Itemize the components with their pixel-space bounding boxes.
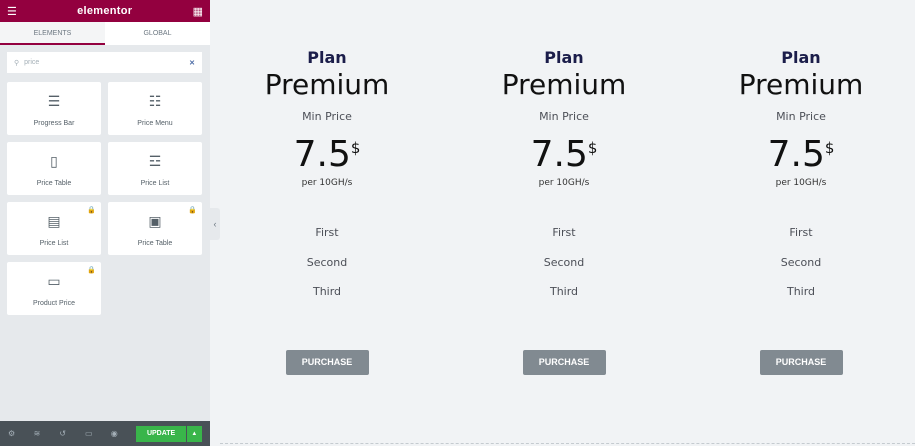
plan-label: Plan: [307, 48, 347, 67]
widget-price-menu[interactable]: ☷ Price Menu: [108, 82, 202, 135]
widget-product-price[interactable]: ▭ Product Price 🔒: [7, 262, 101, 315]
history-icon[interactable]: ↺: [59, 429, 67, 438]
price-period: per 10GH/s: [301, 178, 353, 188]
feature-item: Third: [786, 285, 816, 298]
widget-icon: ▣: [148, 213, 162, 229]
lock-icon: 🔒: [87, 267, 96, 274]
widget-label: Price Menu: [137, 120, 173, 127]
plan-label: Plan: [544, 48, 584, 67]
widget-icon: ☷: [148, 93, 162, 109]
widget-price-list[interactable]: ☲ Price List: [108, 142, 202, 195]
price-subtitle: Min Price: [776, 110, 826, 123]
widget-icon: ▯: [50, 153, 58, 169]
feature-item: First: [552, 226, 576, 239]
widget-label: Progress Bar: [33, 120, 75, 127]
feature-item: Second: [306, 255, 348, 269]
widget-label: Product Price: [32, 300, 76, 307]
widget-progress-bar[interactable]: ☰ Progress Bar: [7, 82, 101, 135]
price-value: 7.5: [767, 134, 825, 175]
panel-header: ☰ elementor ▦: [0, 0, 210, 22]
price-period: per 10GH/s: [538, 178, 590, 188]
price: 7.5$: [227, 134, 427, 176]
price: 7.5$: [701, 134, 901, 176]
collapse-panel-button[interactable]: ‹: [210, 208, 220, 240]
search-input[interactable]: ⚲ price ✕: [7, 52, 202, 73]
price-subtitle: Min Price: [302, 110, 352, 123]
purchase-button[interactable]: PURCHASE: [759, 349, 843, 375]
feature-item: Second: [780, 255, 822, 269]
plan-label: Plan: [781, 48, 821, 67]
tab-elements[interactable]: ELEMENTS: [0, 22, 105, 45]
close-icon[interactable]: ✕: [189, 59, 195, 67]
widget-price-table[interactable]: ▯ Price Table: [7, 142, 101, 195]
tab-global[interactable]: GLOBAL: [105, 22, 210, 45]
caret-up-icon[interactable]: ▲: [186, 425, 203, 442]
price-period: per 10GH/s: [775, 178, 827, 188]
widget-price-list[interactable]: ▤ Price List 🔒: [7, 202, 101, 255]
widget-label: Price List: [39, 240, 69, 247]
elementor-panel: ☰ elementor ▦ ELEMENTS GLOBAL ⚲ price ✕ …: [0, 0, 210, 446]
feature-item: First: [789, 226, 813, 239]
widget-icon: ☰: [47, 93, 61, 109]
price-subtitle: Min Price: [539, 110, 589, 123]
grid-icon[interactable]: ▦: [192, 5, 203, 18]
widget-label: Price Table: [36, 180, 72, 187]
lock-icon: 🔒: [188, 207, 197, 214]
price-table: Plan Premium Min Price 7.5$ per 10GH/s F…: [227, 48, 427, 375]
price-table: Plan Premium Min Price 7.5$ per 10GH/s F…: [464, 48, 664, 375]
section-divider: [220, 443, 915, 444]
price-value: 7.5: [530, 134, 588, 175]
purchase-button[interactable]: PURCHASE: [522, 349, 606, 375]
widget-price-table[interactable]: ▣ Price Table 🔒: [108, 202, 202, 255]
plan-name: Premium: [264, 68, 390, 101]
price-table: Plan Premium Min Price 7.5$ per 10GH/s F…: [701, 48, 901, 375]
preview-icon[interactable]: ◉: [110, 429, 118, 438]
plan-name: Premium: [738, 68, 864, 101]
widget-icon: ☲: [148, 153, 162, 169]
currency: $: [350, 139, 361, 157]
panel-footer: ⚙ ≋ ↺ ▭ ◉ UPDATE ▲: [0, 421, 210, 446]
settings-icon[interactable]: ⚙: [8, 429, 16, 438]
elementor-logo: elementor: [77, 5, 133, 17]
update-button[interactable]: UPDATE: [136, 425, 186, 442]
price: 7.5$: [464, 134, 664, 176]
currency: $: [824, 139, 835, 157]
feature-item: Second: [543, 255, 585, 269]
feature-item: First: [315, 226, 339, 239]
widget-label: Price Table: [137, 240, 173, 247]
panel-tabs: ELEMENTS GLOBAL: [0, 22, 210, 45]
widget-icon: ▤: [47, 213, 61, 229]
price-value: 7.5: [293, 134, 351, 175]
currency: $: [587, 139, 598, 157]
feature-item: Third: [312, 285, 342, 298]
purchase-button[interactable]: PURCHASE: [285, 349, 369, 375]
search-value: price: [24, 59, 40, 66]
responsive-icon[interactable]: ▭: [85, 429, 93, 438]
lock-icon: 🔒: [87, 207, 96, 214]
search-icon: ⚲: [14, 59, 20, 67]
widget-icon: ▭: [47, 273, 61, 289]
widget-label: Price List: [140, 180, 170, 187]
hamburger-icon[interactable]: ☰: [7, 5, 17, 18]
feature-item: Third: [549, 285, 579, 298]
layers-icon[interactable]: ≋: [33, 429, 41, 438]
plan-name: Premium: [501, 68, 627, 101]
